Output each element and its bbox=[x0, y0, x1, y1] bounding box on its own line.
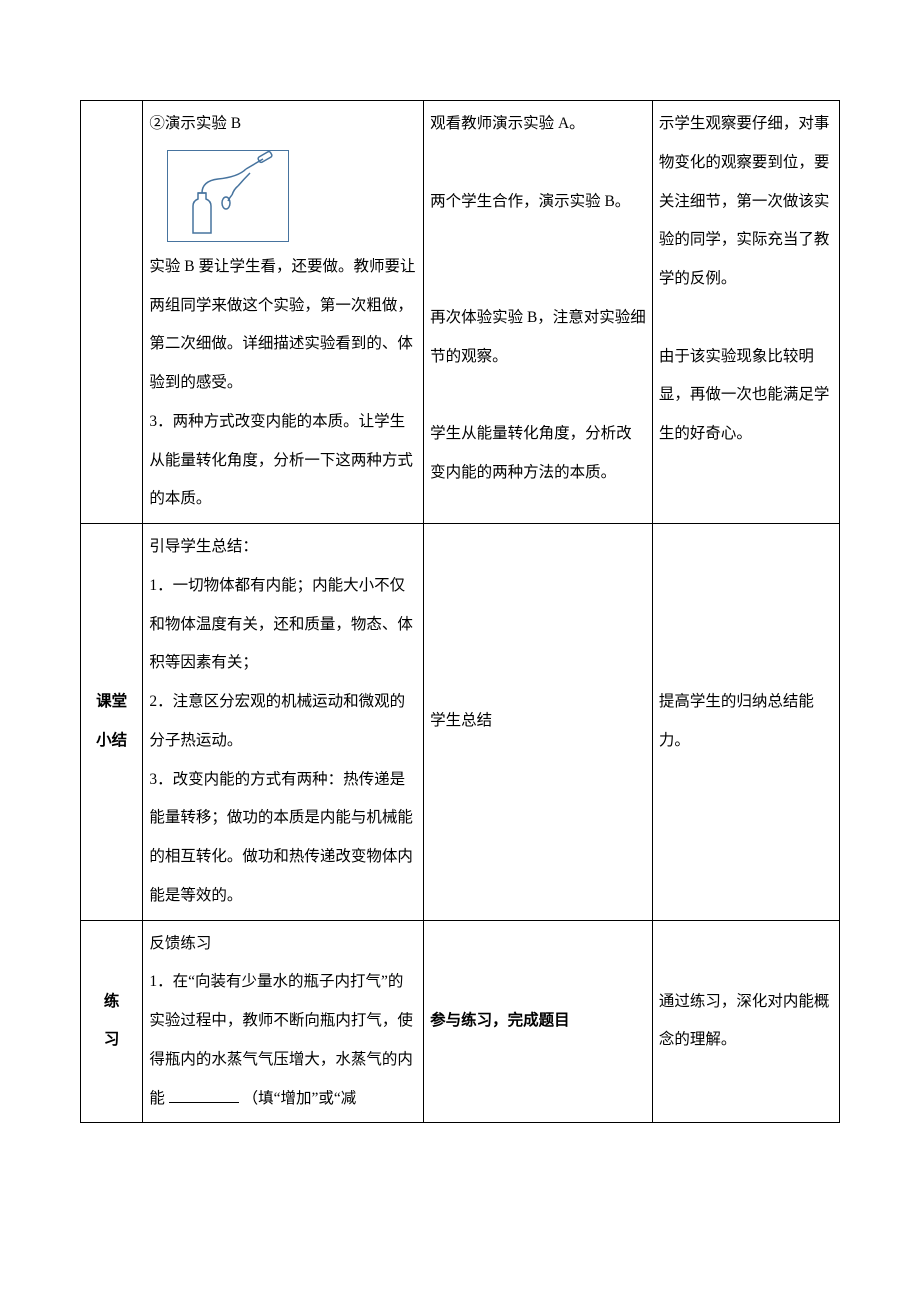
student-cell-3: 参与练习，完成题目 bbox=[424, 920, 653, 1123]
student-text-2: 学生总结 bbox=[430, 702, 646, 741]
exp-b-label: ②演示实验 B bbox=[149, 105, 417, 144]
intent-text-2: 提高学生的归纳总结能力。 bbox=[659, 683, 833, 761]
student-cell-1: 观看教师演示实验 A。 两个学生合作，演示实验 B。 再次体验实验 B，注意对实… bbox=[424, 101, 653, 524]
intent-cell-3: 通过练习，深化对内能概念的理解。 bbox=[652, 920, 839, 1123]
practice-q1-part1: 1．在“向装有少量水的瓶子内打气”的实验过程中，教师不断向瓶内打气，使得瓶内的水… bbox=[149, 973, 413, 1106]
intent-cell-1: 示学生观察要仔细，对事物变化的观察要到位，要关注细节，第一次做该实验的同学，实际… bbox=[652, 101, 839, 524]
teacher-text-2: 引导学生总结： 1．一切物体都有内能；内能大小不仅和物体温度有关，还和质量，物态… bbox=[149, 528, 417, 916]
row-label-practice: 练 习 bbox=[81, 920, 143, 1123]
teacher-text-1: 实验 B 要让学生看，还要做。教师要让两组同学来做这个实验，第一次粗做，第二次细… bbox=[149, 248, 417, 519]
teacher-cell-2: 引导学生总结： 1．一切物体都有内能；内能大小不仅和物体温度有关，还和质量，物态… bbox=[143, 524, 424, 921]
intent-text-3: 通过练习，深化对内能概念的理解。 bbox=[659, 983, 833, 1061]
experiment-b-diagram bbox=[167, 150, 289, 242]
table-row: 练 习 反馈练习 1．在“向装有少量水的瓶子内打气”的实验过程中，教师不断向瓶内… bbox=[81, 920, 840, 1123]
page: ②演示实验 B bbox=[0, 0, 920, 1302]
table-row: 课堂 小结 引导学生总结： 1．一切物体都有内能；内能大小不仅和物体温度有关，还… bbox=[81, 524, 840, 921]
row-label-summary: 课堂 小结 bbox=[81, 524, 143, 921]
teacher-cell-3: 反馈练习 1．在“向装有少量水的瓶子内打气”的实验过程中，教师不断向瓶内打气，使… bbox=[143, 920, 424, 1123]
table-row: ②演示实验 B bbox=[81, 101, 840, 524]
intent-cell-2: 提高学生的归纳总结能力。 bbox=[652, 524, 839, 921]
student-cell-2: 学生总结 bbox=[424, 524, 653, 921]
row-label-empty bbox=[81, 101, 143, 524]
teacher-cell-1: ②演示实验 B bbox=[143, 101, 424, 524]
student-text-1: 观看教师演示实验 A。 两个学生合作，演示实验 B。 再次体验实验 B，注意对实… bbox=[430, 105, 646, 493]
intent-text-1: 示学生观察要仔细，对事物变化的观察要到位，要关注细节，第一次做该实验的同学，实际… bbox=[659, 105, 833, 454]
practice-q1-part2: （填“增加”或“减 bbox=[243, 1090, 357, 1107]
lesson-plan-table: ②演示实验 B bbox=[80, 100, 840, 1123]
fill-blank bbox=[169, 1102, 239, 1103]
student-text-3: 参与练习，完成题目 bbox=[430, 1012, 570, 1029]
practice-heading: 反馈练习 bbox=[149, 925, 417, 964]
